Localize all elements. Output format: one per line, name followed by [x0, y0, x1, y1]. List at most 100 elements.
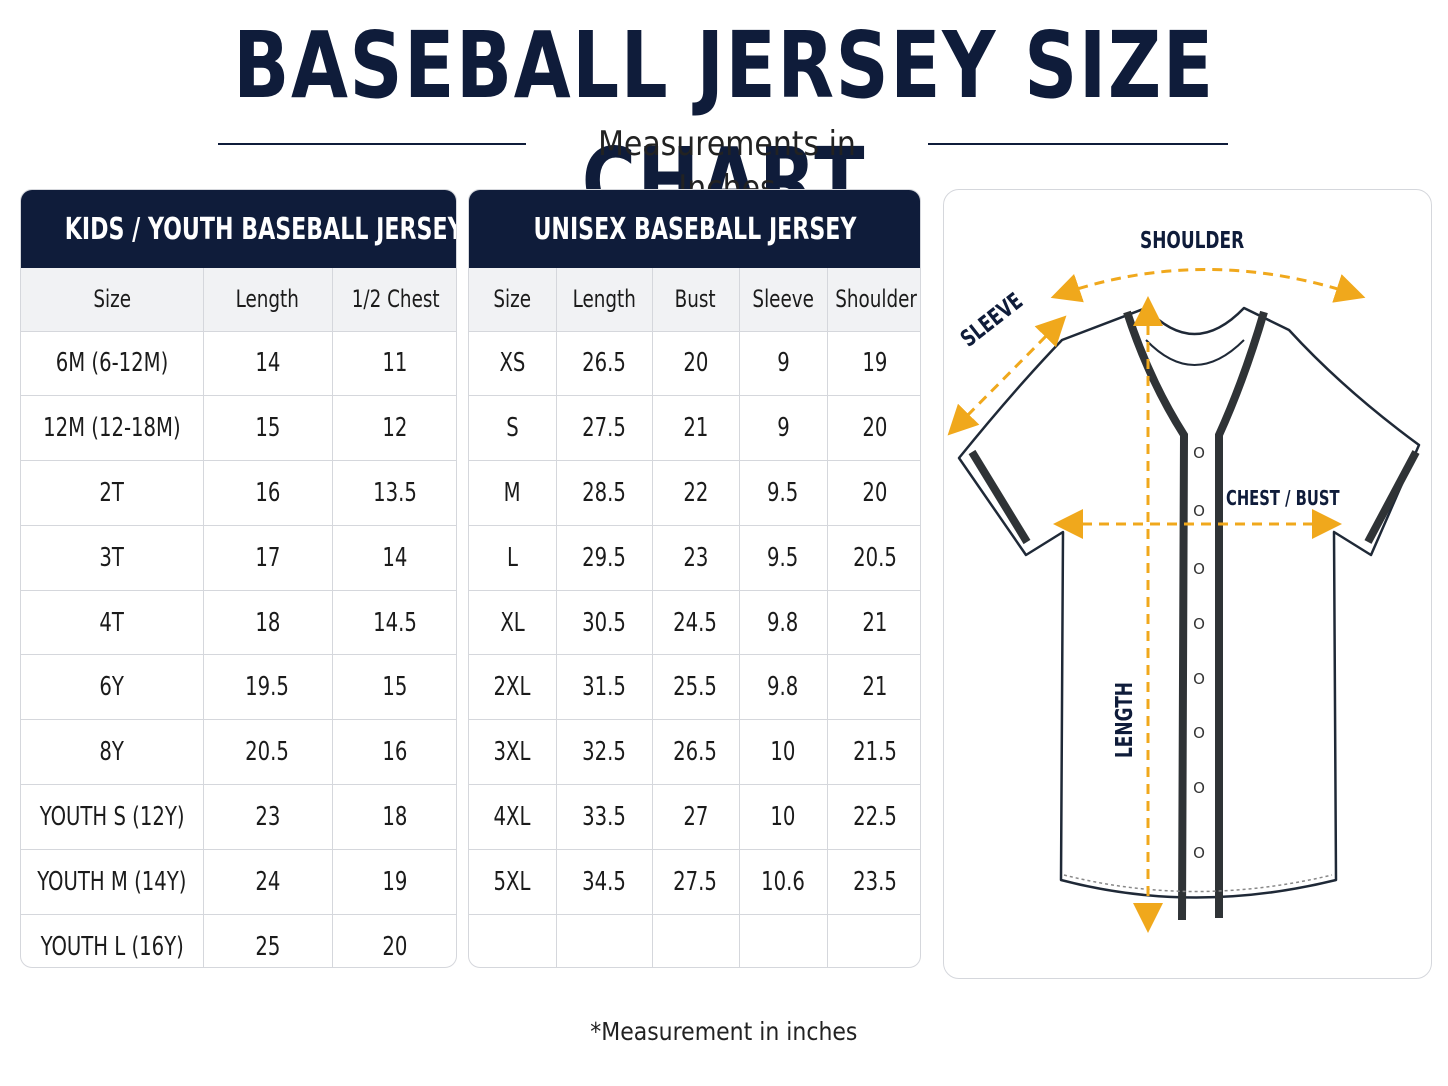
table-cell-text: L — [506, 542, 518, 573]
kids-size-table-panel: KIDS / YOUTH BASEBALL JERSEY Size Length 1… — [20, 189, 457, 968]
table-cell: XS — [469, 331, 557, 397]
measurement-footnote: *Measurement in inches — [0, 1012, 1448, 1052]
table-cell-text: 16 — [382, 737, 408, 768]
table-cell: 14 — [332, 525, 456, 591]
table-cell-text: 9 — [776, 348, 790, 379]
table-cell-text: 9.8 — [767, 672, 799, 703]
table-cell: 14 — [203, 331, 333, 397]
table-cell-text: 28.5 — [582, 477, 626, 508]
subtitle-row: Measurements in Inches — [0, 122, 1448, 208]
table-row: YOUTH S (12Y) 23 18 — [21, 784, 456, 850]
table-cell: 3XL — [469, 719, 557, 786]
table-cell-text: 27 — [682, 801, 708, 832]
column-header: Sleeve — [739, 268, 828, 332]
table-cell: 10 — [739, 719, 828, 786]
jersey-button-icon: O — [1193, 724, 1205, 742]
table-cell-text: YOUTH S (12Y) — [39, 801, 185, 832]
table-cell: 10.6 — [739, 849, 828, 915]
table-cell: 27 — [652, 784, 740, 850]
unisex-size-table-panel: UNISEX BASEBALL JERSEY Size Length Bust Sle… — [468, 189, 921, 968]
table-cell: 22.5 — [827, 784, 920, 850]
table-cell-text: 21 — [682, 413, 708, 444]
kids-table-title-text: KIDS / YOUTH BASEBALL JERSEY — [64, 212, 457, 247]
table-cell: 23.5 — [827, 849, 920, 915]
table-cell-text: 14.5 — [373, 607, 418, 638]
table-cell-text: 24.5 — [673, 607, 718, 638]
table-cell-text: 27.5 — [673, 866, 718, 897]
table-cell: XL — [469, 590, 557, 656]
table-cell: 15 — [332, 654, 456, 721]
table-cell: 9.8 — [739, 590, 828, 656]
shoulder-arrow — [1050, 268, 1366, 303]
table-cell: S — [469, 395, 557, 462]
jersey-button-icon: O — [1193, 844, 1205, 862]
table-cell-text: 17 — [254, 542, 280, 573]
table-row: L 29.5 23 9.5 20.5 — [469, 525, 920, 591]
table-cell: 28.5 — [556, 460, 653, 526]
table-cell: 2XL — [469, 654, 557, 721]
column-header-text: Size — [92, 285, 131, 314]
column-header: Length — [556, 268, 653, 332]
table-cell-text: YOUTH L (16Y) — [40, 931, 184, 962]
table-empty-cell — [827, 914, 920, 967]
table-cell: 5XL — [469, 849, 557, 915]
table-cell-text: 20.5 — [245, 737, 290, 768]
table-cell-text: 3XL — [493, 737, 531, 768]
table-cell: 27.5 — [652, 849, 740, 915]
table-empty-cell — [469, 914, 557, 967]
column-header: 1/2 Chest — [332, 268, 456, 332]
table-cell: 33.5 — [556, 784, 653, 850]
table-cell-text: 26.5 — [673, 737, 718, 768]
table-cell-text: 33.5 — [582, 801, 626, 832]
table-row: 4T 18 14.5 — [21, 590, 456, 656]
table-cell: 17 — [203, 525, 333, 591]
table-cell: 18 — [332, 784, 456, 850]
table-cell-text: 20 — [682, 348, 708, 379]
table-cell-text: 18 — [382, 801, 408, 832]
table-cell-text: 30.5 — [582, 607, 626, 638]
table-cell: 21 — [827, 654, 920, 721]
table-cell: 9 — [739, 331, 828, 397]
table-cell-text: S — [506, 413, 519, 444]
table-cell: 27.5 — [556, 395, 653, 462]
table-cell: YOUTH M (14Y) — [21, 849, 204, 915]
table-cell-text: 27.5 — [582, 413, 626, 444]
column-header: Length — [203, 268, 333, 332]
table-cell: 4T — [21, 590, 204, 656]
column-header: Bust — [652, 268, 740, 332]
table-cell-text: 2T — [99, 477, 124, 508]
column-header-text: Bust — [675, 285, 716, 314]
table-cell: 15 — [203, 395, 333, 462]
table-cell: YOUTH L (16Y) — [21, 914, 204, 967]
table-cell-text: 23 — [254, 801, 280, 832]
table-cell-text: 14 — [382, 542, 408, 573]
table-cell: 11 — [332, 331, 456, 397]
table-cell: 20.5 — [827, 525, 920, 591]
table-cell-text: 25 — [254, 931, 280, 962]
table-cell: 6M (6-12M) — [21, 331, 204, 397]
table-cell: 21 — [827, 590, 920, 656]
table-row: 2T 16 13.5 — [21, 460, 456, 526]
table-cell-text: 8Y — [99, 737, 124, 768]
table-cell-text: 9.5 — [767, 477, 799, 508]
table-row: YOUTH M (14Y) 24 19 — [21, 849, 456, 915]
table-row: 6M (6-12M) 14 11 — [21, 331, 456, 397]
table-row: 4XL 33.5 27 10 22.5 — [469, 784, 920, 850]
table-cell: 26.5 — [556, 331, 653, 397]
table-cell: 2T — [21, 460, 204, 526]
unisex-table-title: UNISEX BASEBALL JERSEY — [469, 190, 920, 268]
table-cell: 8Y — [21, 719, 204, 786]
table-cell: 10 — [739, 784, 828, 850]
table-cell-text: 6M (6-12M) — [55, 348, 169, 379]
table-cell: L — [469, 525, 557, 591]
table-cell-text: 29.5 — [582, 542, 626, 573]
shoulder-label: SHOULDER — [1140, 228, 1245, 254]
table-row: YOUTH L (16Y) 25 20 — [21, 914, 456, 967]
table-cell: YOUTH S (12Y) — [21, 784, 204, 850]
table-cell-text: XS — [499, 348, 526, 379]
column-header: Size — [469, 268, 557, 332]
table-cell-text: 3T — [99, 542, 124, 573]
table-row: 6Y 19.5 15 — [21, 654, 456, 721]
jersey-button-icon: O — [1193, 670, 1205, 688]
table-cell-text: 10.6 — [761, 866, 805, 897]
